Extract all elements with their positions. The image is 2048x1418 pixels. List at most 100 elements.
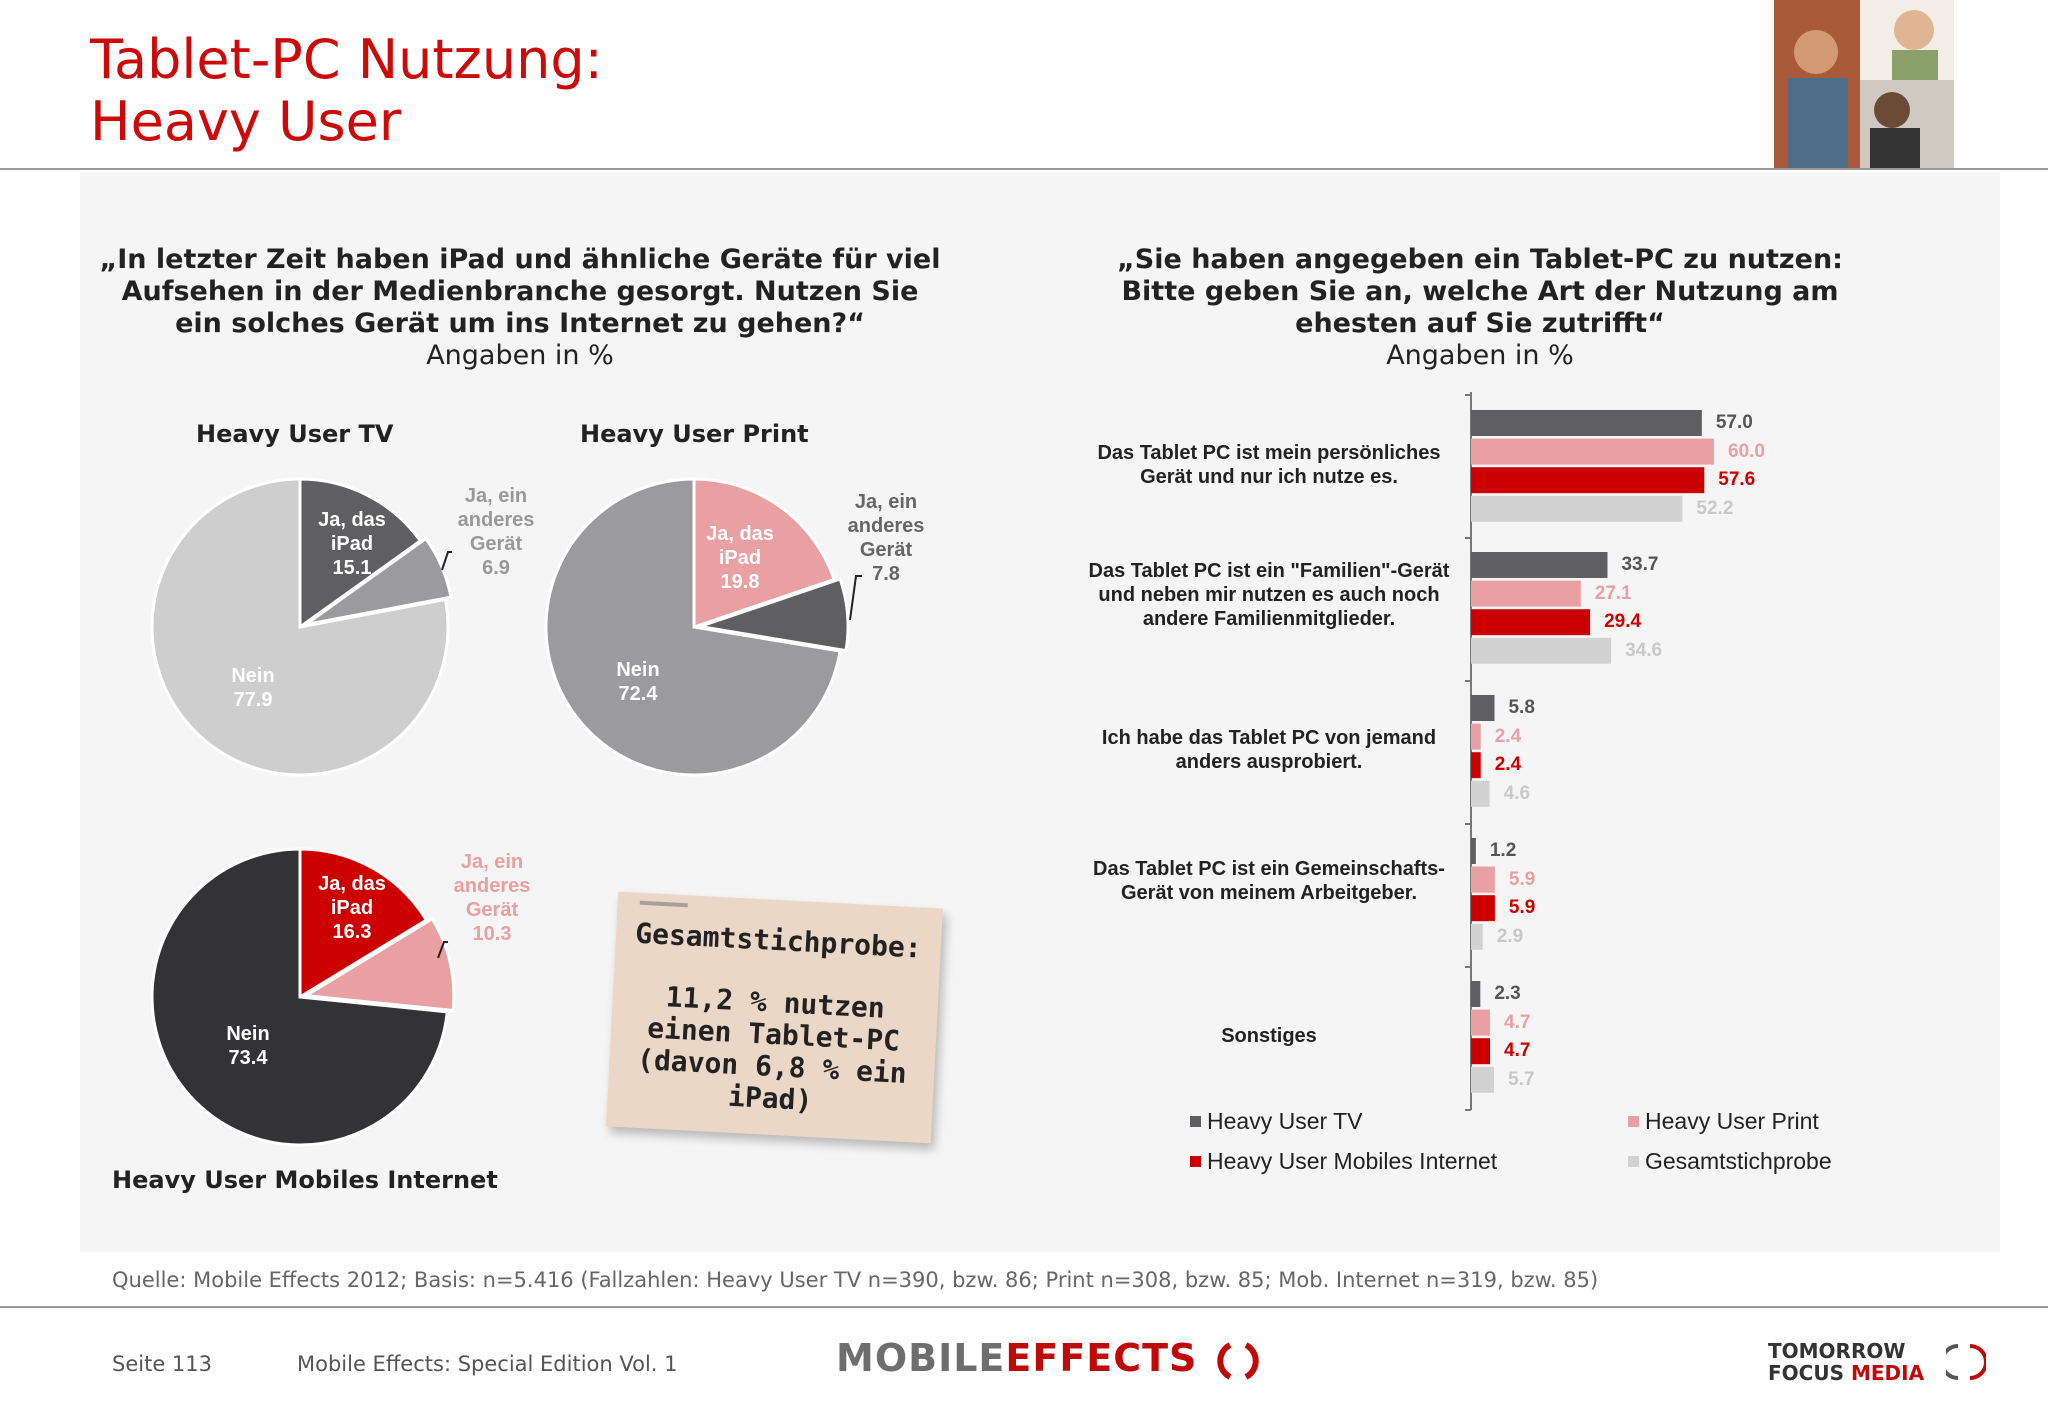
bar-value-label: 4.6 [1503,782,1531,804]
bar-value-label: 5.7 [1508,1068,1535,1090]
bar-category-label: Das Tablet PC ist ein "Familien"-Gerät u… [1088,560,1450,631]
slice-label: Ja, ein anderes Gerät [453,851,531,921]
bar [1471,695,1495,721]
bar [1471,723,1481,750]
mobile-effects-logo: MOBILEEFFECTS [836,1336,1272,1383]
bar [1471,637,1612,664]
pie-print-ipad-label: Ja, das iPad 19.8 [690,522,790,594]
bar-value-label: 57.6 [1718,469,1756,491]
bar-value-label: 60.0 [1728,440,1765,462]
bar-value-label: 4.7 [1504,1040,1531,1062]
bar [1471,410,1702,436]
logo-text-part2: EFFECTS [1005,1336,1198,1380]
pie-print-leader-line [849,575,862,621]
slice-value: 15.1 [332,557,372,579]
bar-value-label: 27.1 [1594,582,1632,604]
pie-mobile-slice-2 [150,847,449,1147]
bar-value-label: 2.9 [1496,925,1524,947]
bar [1471,552,1608,578]
bar [1471,866,1495,893]
page-number: Seite 113 [112,1352,212,1376]
pie-mobile-other-label: Ja, ein anderes Gerät 10.3 [442,850,542,946]
pie-tv-other-label: Ja, ein anderes Gerät 6.9 [446,484,546,580]
page-title-line1: Tablet-PC Nutzung: [90,28,603,91]
slice-value: 19.8 [720,571,760,593]
pie-tv-no-label: Nein 77.9 [203,664,303,712]
bar-value-label: 5.9 [1508,868,1536,890]
pie-tv-slice-2 [150,477,450,777]
bar-value-label: 2.4 [1494,725,1522,747]
legend-label: Gesamtstichprobe [1645,1148,1832,1174]
slice-label: Ja, ein anderes Gerät [457,485,535,555]
pie-tv-ipad-label: Ja, das iPad 15.1 [302,508,402,580]
pie-title-tv: Heavy User TV [196,420,394,448]
pie-mobile-slice-0 [298,847,429,1000]
legend-swatch [1628,1116,1639,1127]
bar [1471,838,1476,864]
bar-value-label: 34.6 [1625,639,1663,661]
bar-category-label: Sonstiges [1221,1025,1317,1048]
legend-label: Heavy User Mobiles Internet [1207,1148,1498,1174]
slice-value: 72.4 [618,683,658,705]
bar-value-label: 52.2 [1696,497,1734,519]
legend-label: Heavy User Print [1645,1108,1819,1134]
left-question-subtitle: Angaben in % [426,340,614,371]
right-question-subtitle: Angaben in % [1386,340,1574,371]
legend-label: Heavy User TV [1207,1108,1363,1134]
bar [1471,467,1705,494]
slice-value: 77.9 [233,689,273,711]
pie-print-slice-1 [699,577,850,653]
slice-value: 16.3 [332,921,372,943]
slice-label: Ja, das iPad [318,873,386,919]
bar [1471,780,1490,807]
header-divider [0,168,2048,170]
pie-tv-leader-line [441,551,452,571]
logo-bracket-icon [1216,1341,1259,1380]
edition-label: Mobile Effects: Special Edition Vol. 1 [297,1352,678,1376]
pie-mobile-ipad-label: Ja, das iPad 16.3 [302,872,402,944]
pie-mobile-no-label: Nein 73.4 [198,1022,298,1070]
bar-value-label: 2.3 [1494,983,1521,1004]
pie-print-slice-0 [692,477,837,630]
bar-value-label: 33.7 [1621,554,1659,575]
bar [1471,609,1591,636]
bar-value-label: 4.7 [1504,1011,1531,1033]
bar-value-label: 57.0 [1715,412,1753,433]
slice-label: Nein [616,659,660,681]
bar [1471,981,1481,1007]
pie-print-no-label: Nein 72.4 [588,658,688,706]
legend-swatch [1190,1116,1201,1127]
bar-value-label: 1.2 [1489,840,1517,861]
bar-category-label: Das Tablet PC ist mein persönliches Gerä… [1097,442,1441,489]
right-question-text: „Sie haben angegeben ein Tablet-PC zu nu… [1117,244,1843,339]
pie-print-slice-2 [544,477,842,777]
legend-swatch [1628,1156,1639,1167]
legend-item-mobile: Heavy User Mobiles Internet [1190,1148,1497,1175]
slice-value: 7.8 [872,563,900,585]
source-note: Quelle: Mobile Effects 2012; Basis: n=5.… [112,1268,1599,1292]
slice-value: 6.9 [482,557,510,579]
tomorrow-focus-logo: TOMORROW FOCUS MEDIA [1768,1340,1986,1385]
pie-title-mobile: Heavy User Mobiles Internet [112,1166,498,1194]
left-question: „In letzter Zeit haben iPad und ähnliche… [95,244,945,372]
legend-swatch [1190,1156,1201,1167]
pie-tv-slice-1 [304,536,453,627]
tfm-bracket-icon [1946,1344,1986,1380]
bar [1471,895,1495,922]
tfm-line2a: FOCUS [1768,1361,1844,1385]
legend-item-total: Gesamtstichprobe [1628,1148,1832,1175]
slice-label: Nein [231,665,275,687]
left-question-text: „In letzter Zeit haben iPad und ähnliche… [99,244,941,339]
tfm-line2b: MEDIA [1850,1361,1925,1385]
slice-label: Nein [226,1023,270,1045]
legend-item-tv: Heavy User TV [1190,1108,1363,1135]
bar [1471,438,1714,465]
page-title-line2: Heavy User [90,90,402,153]
header-photo-collage [1774,0,1954,168]
pie-tv-slice-0 [298,477,423,630]
bar-category-label: Das Tablet PC ist ein Gemeinschafts-Gerä… [1093,858,1445,905]
legend-item-print: Heavy User Print [1628,1108,1819,1135]
pie-title-print: Heavy User Print [580,420,809,448]
bar-value-label: 29.4 [1604,611,1642,633]
